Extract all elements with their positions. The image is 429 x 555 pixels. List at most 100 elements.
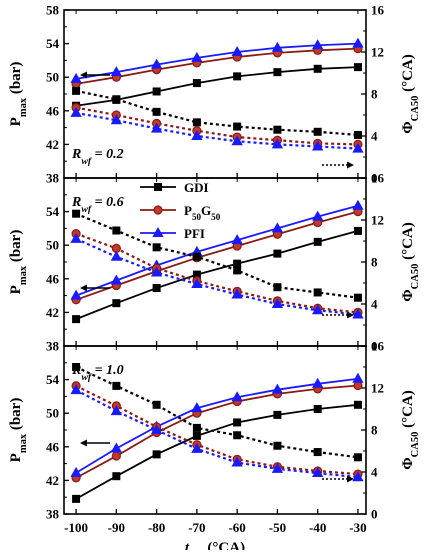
point-gdi-left (313, 237, 322, 246)
series-line-gdi-right (75, 212, 359, 299)
y-right-axis-label-part: CA50 (410, 264, 421, 290)
series-line-pfi-left (75, 204, 359, 297)
x-axis-label: tWI (°CA) (185, 540, 245, 550)
panel-annotation: Rwf = 0.2 (71, 147, 124, 167)
point-gdi-right (273, 125, 282, 134)
left-axis-arrow-head (80, 284, 87, 292)
series-line-gdi-right (75, 89, 359, 137)
y-left-axis-label: Pmax (bar) (8, 398, 29, 463)
point-gdi-left (192, 79, 201, 88)
point-pfi-right (70, 384, 82, 395)
y-right-tick-label: 8 (371, 255, 378, 270)
legend-label-pfi-part: PFI (184, 226, 205, 241)
x-tick-label: -30 (349, 520, 366, 535)
y-right-tick-label: 0 (371, 507, 378, 522)
y-right-axis-label-part: Φ (400, 289, 416, 301)
point-gdi-left (233, 72, 242, 81)
point-gdi-right (353, 453, 362, 462)
point-gdi-right (112, 95, 121, 104)
y-left-tick-label: 46 (46, 103, 60, 118)
y-right-axis-label-part: CA50 (410, 432, 421, 458)
point-pfi-right (191, 442, 203, 453)
y-right-tick-label: 16 (371, 339, 385, 354)
point-pfi-right (352, 471, 364, 482)
point-gdi-right (233, 266, 242, 275)
point-gdi-left (152, 450, 161, 459)
y-left-tick-label: 54 (46, 372, 60, 387)
point-pfi-right (271, 462, 284, 473)
y-left-tick-label: 42 (46, 473, 59, 488)
y-left-tick-label: 46 (46, 271, 60, 286)
point-pfi-right (110, 405, 123, 416)
y-left-axis-label-part: P (8, 453, 24, 462)
point-pfi-right (271, 297, 284, 308)
legend-label-p50g50-part: 50 (211, 212, 221, 222)
y-right-axis-label-part: CA50 (410, 96, 421, 122)
y-right-axis-label-part: (°CA) (400, 54, 416, 95)
y-left-axis-label-part: max (18, 97, 29, 117)
legend-label-p50g50: P50G50 (184, 203, 221, 222)
point-pfi-left (352, 37, 364, 48)
point-pfi-right (110, 114, 123, 125)
point-pfi-right (191, 278, 203, 289)
point-gdi-right (152, 107, 161, 116)
legend-marker-pfi (152, 226, 164, 237)
panel-annotation-part: wf (81, 204, 93, 215)
y-left-tick-label: 50 (46, 238, 59, 253)
point-pfi-left (312, 377, 324, 388)
point-pfi-left (231, 45, 243, 56)
point-pfi-left (231, 391, 243, 402)
panel-annotation-part: R (71, 195, 81, 210)
left-axis-arrow-head (80, 439, 87, 447)
point-pfi-right (271, 138, 284, 149)
x-tick-label: -50 (269, 520, 286, 535)
point-pfi-left (70, 289, 82, 300)
point-gdi-right (72, 363, 81, 371)
series-line-p50g50-left (75, 47, 358, 85)
point-gdi-right (313, 127, 322, 136)
point-gdi-left (233, 259, 242, 268)
point-gdi-right (313, 288, 322, 297)
y-right-tick-label: 12 (371, 213, 384, 228)
legend-label-p50g50-part: G (201, 203, 211, 218)
point-gdi-left (273, 410, 282, 419)
point-pfi-left (352, 199, 364, 210)
y-right-axis-label-part: (°CA) (400, 222, 416, 263)
y-left-axis-label-part: (bar) (8, 62, 24, 98)
y-left-axis-label-part: (bar) (8, 398, 24, 434)
y-right-axis-label: ΦCA50 (°CA) (400, 54, 421, 134)
y-left-tick-label: 54 (46, 36, 60, 51)
point-gdi-left (112, 472, 121, 481)
point-gdi-left (233, 418, 242, 427)
point-gdi-left (192, 431, 201, 440)
x-tick-label: -100 (64, 520, 88, 535)
panel-annotation: Rwf = 1.0 (71, 363, 124, 383)
panel-annotation-part: wf (81, 156, 93, 167)
point-gdi-left (313, 64, 322, 73)
point-gdi-right (233, 122, 242, 131)
point-gdi-left (72, 315, 81, 324)
point-gdi-right (353, 130, 362, 139)
series-line-p50g50-left (75, 210, 359, 301)
panel-annotation-part: R (71, 363, 81, 378)
series-line-pfi-right (75, 237, 359, 316)
point-gdi-left (152, 87, 161, 96)
x-tick-label: -70 (188, 520, 205, 535)
right-axis-arrow-head (347, 311, 354, 319)
point-pfi-right (231, 288, 243, 299)
y-left-axis-label-part: max (18, 433, 29, 453)
y-right-axis-label-part: (°CA) (400, 390, 416, 431)
panel-annotation-part: wf (81, 372, 93, 383)
y-left-tick-label: 54 (46, 204, 60, 219)
point-gdi-left (353, 63, 362, 72)
point-pfi-left (231, 234, 243, 245)
point-pfi-left (271, 41, 284, 52)
point-gdi-right (313, 448, 322, 457)
point-gdi-left (273, 249, 282, 258)
y-left-tick-label: 42 (46, 137, 59, 152)
point-gdi-right (72, 209, 81, 218)
point-pfi-left (70, 466, 82, 477)
point-pfi-right (70, 106, 82, 117)
y-right-tick-label: 12 (371, 381, 384, 396)
panel-annotation-part: = 0.6 (91, 195, 123, 210)
